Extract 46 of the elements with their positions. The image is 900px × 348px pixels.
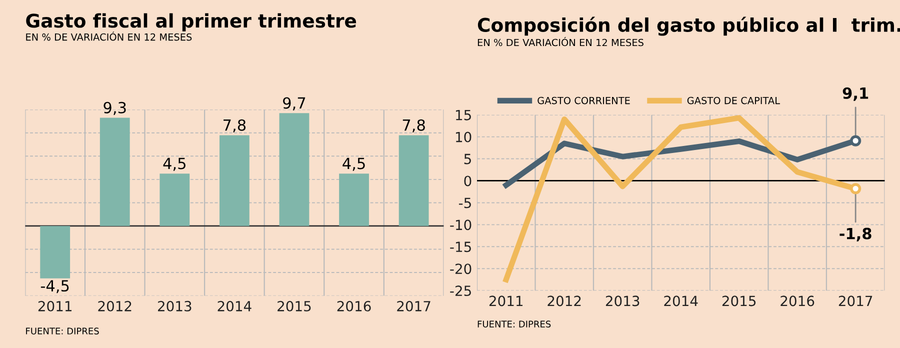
- chart-subtitle: EN % DE VARIACIÓN EN 12 MESES: [478, 37, 644, 46]
- x-tick-label: 2011: [38, 300, 72, 312]
- y-tick-label: -5: [458, 198, 471, 208]
- bar: [398, 135, 429, 226]
- data-label: 9,3: [104, 102, 126, 115]
- x-tick-label: 2016: [780, 296, 814, 306]
- x-tick-label: 2014: [664, 296, 698, 306]
- y-tick-label: 5: [464, 154, 471, 164]
- data-label: 4,5: [342, 158, 365, 171]
- x-tick-label: 2017: [838, 296, 872, 306]
- x-tick-label: 2017: [397, 300, 430, 312]
- bar: [220, 135, 250, 226]
- bar: [279, 113, 310, 226]
- y-tick-label: -10: [450, 220, 472, 230]
- chart-title: Gasto fiscal al primer trimestre: [26, 13, 356, 32]
- source-note: FUENTE: DIPRES: [478, 320, 551, 328]
- x-tick-label: 2012: [548, 296, 581, 306]
- x-tick-label: 2011: [489, 296, 523, 306]
- x-tick-label: 2013: [158, 300, 192, 312]
- legend-label: GASTO CORRIENTE: [538, 96, 630, 104]
- data-label: -1,8: [840, 228, 872, 242]
- y-tick-label: 0: [464, 176, 472, 186]
- y-tick-label: -15: [450, 242, 471, 252]
- legend-label: GASTO DE CAPITAL: [687, 96, 780, 104]
- data-label: 7,8: [224, 119, 246, 132]
- x-tick-label: 2016: [337, 300, 371, 312]
- y-tick-label: 10: [456, 132, 472, 142]
- x-tick-label: 2014: [218, 300, 252, 312]
- y-tick-label: 15: [456, 110, 471, 120]
- bar: [339, 174, 369, 226]
- bar: [160, 174, 190, 226]
- data-label: 9,7: [283, 97, 306, 110]
- data-label: 7,8: [402, 119, 425, 132]
- source-note: FUENTE: DIPRES: [26, 328, 99, 334]
- x-tick-label: 2012: [98, 300, 132, 312]
- y-tick-label: -20: [450, 264, 472, 274]
- data-label: -4,5: [40, 280, 69, 294]
- x-tick-label: 2015: [278, 300, 311, 312]
- chart-subtitle: EN % DE VARIACIÓN EN 12 MESES: [26, 32, 192, 41]
- x-tick-label: 2015: [722, 296, 756, 306]
- x-tick-label: 2013: [606, 296, 640, 306]
- bar: [40, 226, 70, 278]
- bar: [100, 118, 130, 226]
- y-tick-label: -25: [450, 286, 471, 296]
- data-label: 4,5: [163, 158, 186, 171]
- data-label: 9,1: [842, 87, 868, 101]
